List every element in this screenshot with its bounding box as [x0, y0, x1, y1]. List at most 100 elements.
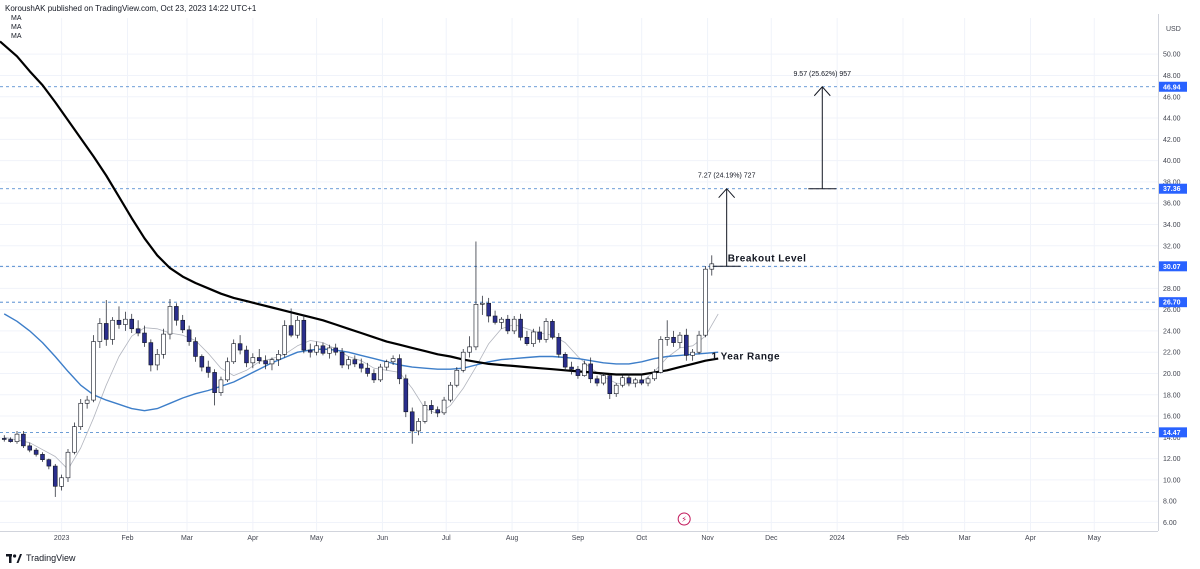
candlestick	[441, 396, 447, 415]
indicator-ma-1[interactable]: MA	[11, 15, 22, 22]
candle-body	[205, 366, 211, 373]
candle-body	[135, 328, 141, 334]
measurement-arrows: 7.27 (24.19%) 727 9.57 (25.62%) 957	[698, 71, 851, 267]
candlestick	[709, 255, 715, 276]
candle-body	[499, 318, 504, 323]
price-tick-label: 16.00	[1163, 414, 1181, 421]
horizontal-levels	[0, 86, 1158, 433]
measurement-arrow: 9.57 (25.62%) 957	[793, 71, 851, 190]
candlestick	[46, 458, 52, 470]
candlestick	[601, 372, 606, 386]
candlestick	[384, 359, 389, 371]
candle-body	[588, 363, 593, 380]
candle-body	[435, 409, 440, 414]
candlestick	[327, 344, 332, 359]
candle-body	[276, 354, 281, 360]
candlestick	[543, 318, 549, 343]
candle-body	[671, 336, 676, 343]
candlestick	[684, 328, 689, 361]
candlestick	[65, 449, 71, 483]
candle-body	[454, 369, 460, 386]
candle-body	[250, 357, 256, 364]
candlestick	[110, 317, 115, 345]
price-tick-label: 26.00	[1163, 307, 1181, 314]
candle-body	[123, 318, 128, 325]
candle-body	[52, 465, 58, 487]
candle-body	[562, 354, 568, 368]
candlestick	[429, 400, 434, 414]
candle-body	[556, 336, 562, 355]
candlestick	[409, 407, 415, 444]
candlestick	[256, 349, 262, 364]
candlestick	[295, 316, 300, 339]
level-price-tag-label: 26.70	[1163, 300, 1181, 307]
candle-body	[378, 366, 383, 381]
candlestick	[116, 306, 122, 329]
measurement-arrow: 7.27 (24.19%) 727	[698, 173, 756, 267]
candlestick	[499, 317, 504, 329]
candlestick	[677, 331, 683, 348]
candle-body	[218, 379, 224, 393]
price-axis[interactable]: USD 6.00 8.00 10.00 12.00 14.00 16.00 18.00 20.0…	[1158, 14, 1188, 531]
candle-body	[333, 347, 338, 353]
candlestick	[1, 435, 7, 442]
candle-body	[684, 334, 689, 356]
candle-body	[21, 433, 26, 447]
candlestick	[448, 381, 453, 403]
candle-body	[103, 323, 109, 340]
chart-annotation: 1 Year Range	[711, 351, 780, 362]
candle-body	[110, 319, 115, 340]
candlestick	[346, 356, 351, 370]
time-tick-label: Feb	[897, 535, 909, 542]
chart-annotations: Breakout Level 1 Year Range ⚡	[677, 254, 806, 526]
tradingview-brand: TradingView	[26, 553, 76, 563]
candlestick	[250, 353, 256, 369]
candle-body	[607, 375, 613, 395]
candle-body	[511, 318, 517, 332]
indicator-ma-3[interactable]: MA	[11, 33, 22, 40]
candle-body	[416, 421, 421, 432]
publisher-header: KoroushAK published on TradingView.com, …	[5, 4, 257, 13]
candle-body	[652, 372, 657, 380]
time-tick-label: Nov	[701, 535, 714, 542]
candle-body	[403, 378, 409, 413]
time-tick-label: Oct	[636, 535, 647, 542]
candle-body	[199, 356, 205, 368]
price-tick-label: 38.00	[1163, 179, 1181, 186]
indicator-legend: MA MA MA	[11, 14, 22, 41]
candle-body	[524, 336, 530, 344]
candlestick	[480, 295, 485, 315]
candle-body	[339, 351, 345, 366]
candle-body	[97, 323, 103, 342]
candle-body	[314, 345, 319, 353]
time-axis[interactable]: 2023 Feb Mar Apr May Jun Jul Aug Sep Oct Nov Dec 202…	[0, 531, 1158, 543]
candle-body	[72, 426, 77, 453]
arrow-head	[718, 187, 736, 199]
candle-body	[473, 304, 479, 348]
candle-body	[212, 372, 217, 393]
candle-body	[582, 363, 587, 376]
price-tick-label: 42.00	[1163, 137, 1181, 144]
price-tick-label: 40.00	[1163, 158, 1181, 165]
time-tick-label: Jul	[442, 535, 451, 542]
candle-body	[518, 318, 523, 338]
candle-body	[225, 361, 230, 381]
candlestick	[161, 328, 166, 359]
candle-body	[84, 399, 90, 404]
time-tick-label: Jun	[377, 535, 388, 542]
candlestick	[129, 313, 135, 334]
candle-body	[193, 341, 198, 357]
level-price-tag-label: 14.47	[1163, 430, 1181, 437]
candlestick	[378, 363, 383, 382]
candle-body	[91, 341, 96, 401]
indicator-ma-2[interactable]: MA	[11, 24, 22, 31]
candlestick	[556, 333, 562, 358]
candle-body	[154, 354, 160, 366]
candle-body	[237, 343, 243, 351]
candle-body	[174, 306, 179, 321]
candlestick	[633, 377, 638, 388]
candlestick	[358, 358, 364, 373]
candlestick	[314, 341, 319, 356]
candlestick	[212, 369, 217, 406]
